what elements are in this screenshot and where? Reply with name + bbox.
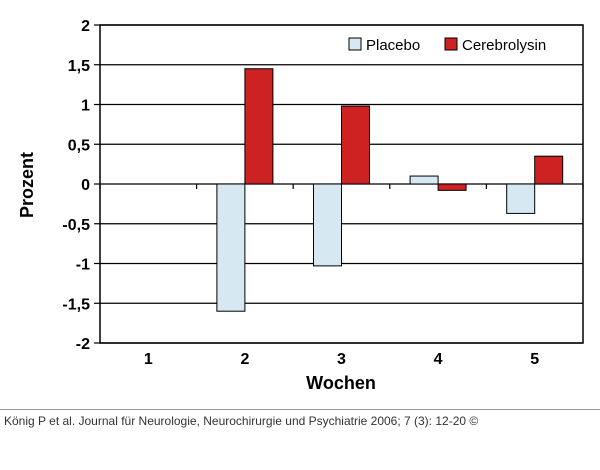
y-tick-label: 0	[81, 177, 90, 194]
chart-figure: 2 1,5 1 0,5 0 -0,5 -1 -1,5 -2 1 2 3 4 5 Prozent Woch…	[0, 18, 600, 410]
x-tick-labels: 1 2 3 4 5	[144, 351, 539, 368]
bar-cerebrolysin-week-5	[534, 155, 564, 185]
y-tick-label: 0,5	[68, 137, 90, 154]
y-tick-label: 2	[81, 18, 90, 35]
legend-swatch-placebo	[348, 37, 362, 51]
x-tick-label: 4	[434, 351, 443, 368]
bar-placebo-week-3	[313, 183, 342, 267]
axes	[94, 24, 584, 344]
x-tick-label: 5	[530, 351, 539, 368]
x-axis-title: Wochen	[306, 373, 376, 393]
bar-placebo-week-5	[506, 183, 536, 214]
legend-label-cerebrolysin: Cerebrolysin	[462, 37, 546, 54]
legend-label-placebo: Placebo	[366, 37, 420, 54]
bar-cerebrolysin-week-4	[437, 183, 467, 191]
y-tick-label: -1	[76, 257, 90, 274]
x-tick-label: 1	[144, 351, 153, 368]
bar-cerebrolysin-week-2	[244, 68, 274, 185]
bars	[216, 68, 564, 312]
x-tick-label: 2	[240, 351, 249, 368]
y-tick-labels: 2 1,5 1 0,5 0 -0,5 -1 -1,5 -2	[62, 18, 90, 353]
y-tick-label: -1,5	[62, 296, 90, 313]
y-tick-label: 1,5	[68, 58, 90, 75]
y-tick-label: -0,5	[62, 217, 90, 234]
legend-swatch-cerebrolysin	[444, 37, 458, 51]
bar-cerebrolysin-week-3	[341, 105, 370, 185]
y-axis-title: Prozent	[17, 152, 37, 218]
figure-caption: König P et al. Journal für Neurologie, N…	[4, 414, 479, 428]
x-tick-label: 3	[337, 351, 346, 368]
bar-placebo-week-2	[216, 183, 246, 312]
bar-chart: 2 1,5 1 0,5 0 -0,5 -1 -1,5 -2 1 2 3 4 5 Prozent Woch…	[17, 18, 584, 393]
y-tick-label: 1	[81, 98, 90, 115]
y-tick-label: -2	[76, 336, 90, 353]
legend: Placebo Cerebrolysin	[348, 37, 546, 54]
bar-placebo-week-4	[409, 175, 439, 185]
